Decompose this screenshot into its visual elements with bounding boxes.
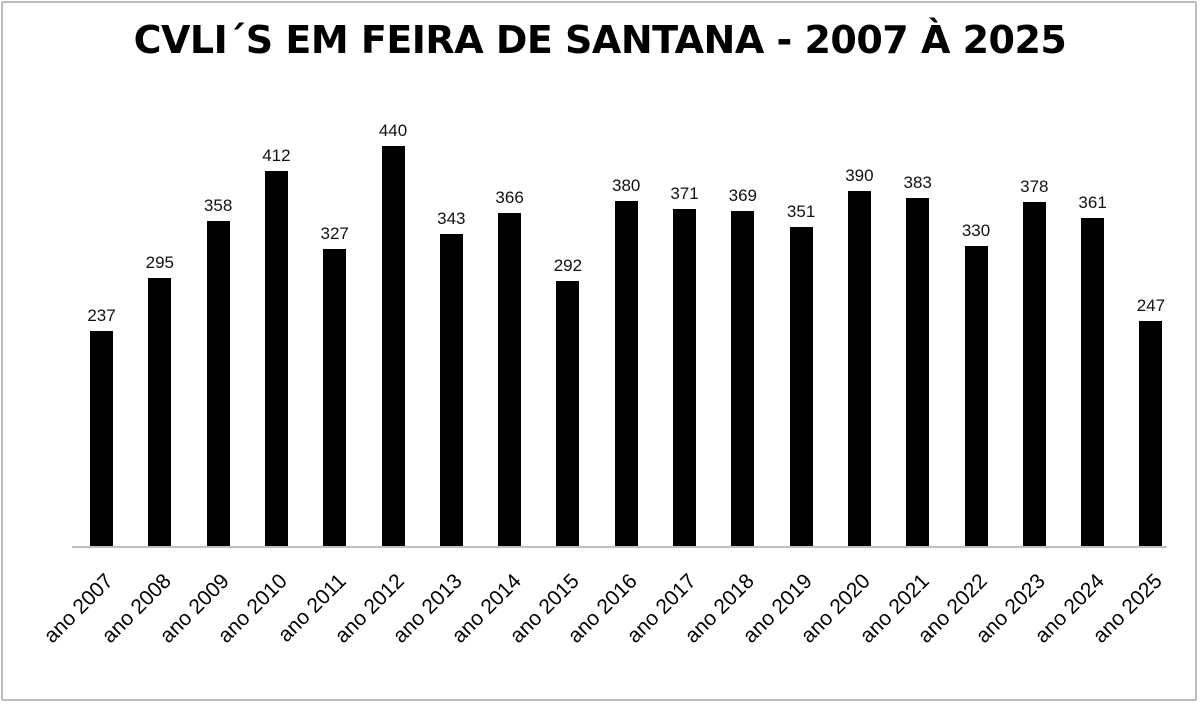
bar-value-label: 247 — [1136, 296, 1166, 316]
bar-ano-2010 — [264, 171, 288, 546]
bar-value-label: 343 — [437, 209, 466, 229]
bar-value-label: 380 — [612, 175, 641, 195]
bar-ano-2024 — [1081, 217, 1105, 546]
bar-value-label: 383 — [903, 172, 932, 192]
bar-ano-2013 — [439, 234, 463, 546]
bar-ano-2007 — [90, 330, 113, 546]
bar-value-label: 237 — [87, 305, 116, 325]
bar-value-label: 390 — [845, 166, 874, 186]
x-axis-line — [72, 546, 1167, 548]
bar-ano-2020 — [847, 191, 871, 546]
chart-title: CVLI´S EM FEIRA DE SANTANA - 2007 À 2025 — [133, 18, 1067, 62]
bar-ano-2016 — [614, 200, 638, 546]
bar-value-label: 371 — [670, 183, 699, 203]
bar-value-label: 327 — [320, 223, 349, 243]
bar-ano-2015 — [556, 280, 580, 546]
bar-value-label: 361 — [1078, 192, 1107, 212]
bar-ano-2014 — [498, 213, 522, 546]
bar-ano-2017 — [673, 208, 696, 546]
bar-ano-2025 — [1139, 321, 1163, 546]
bar-value-label: 378 — [1020, 177, 1049, 197]
bar-ano-2009 — [206, 220, 230, 546]
bar-value-label: 369 — [728, 185, 757, 205]
bar-value-label: 330 — [961, 221, 991, 240]
bar-ano-2012 — [381, 146, 405, 546]
bar-value-label: 358 — [203, 195, 233, 215]
bar-ano-2011 — [323, 248, 347, 546]
bar-value-label: 366 — [495, 188, 524, 208]
bar-value-label: 292 — [553, 255, 583, 275]
bar-value-label: 351 — [786, 201, 816, 221]
bar-ano-2018 — [731, 210, 755, 546]
bar-value-label: 440 — [378, 121, 408, 140]
bar-ano-2019 — [789, 226, 813, 546]
bar-ano-2021 — [906, 197, 930, 546]
bar-ano-2022 — [964, 246, 988, 546]
bar-ano-2023 — [1022, 202, 1046, 546]
bar-value-label: 295 — [145, 252, 174, 272]
bar-value-label: 412 — [262, 146, 291, 166]
bar-ano-2008 — [148, 277, 172, 546]
